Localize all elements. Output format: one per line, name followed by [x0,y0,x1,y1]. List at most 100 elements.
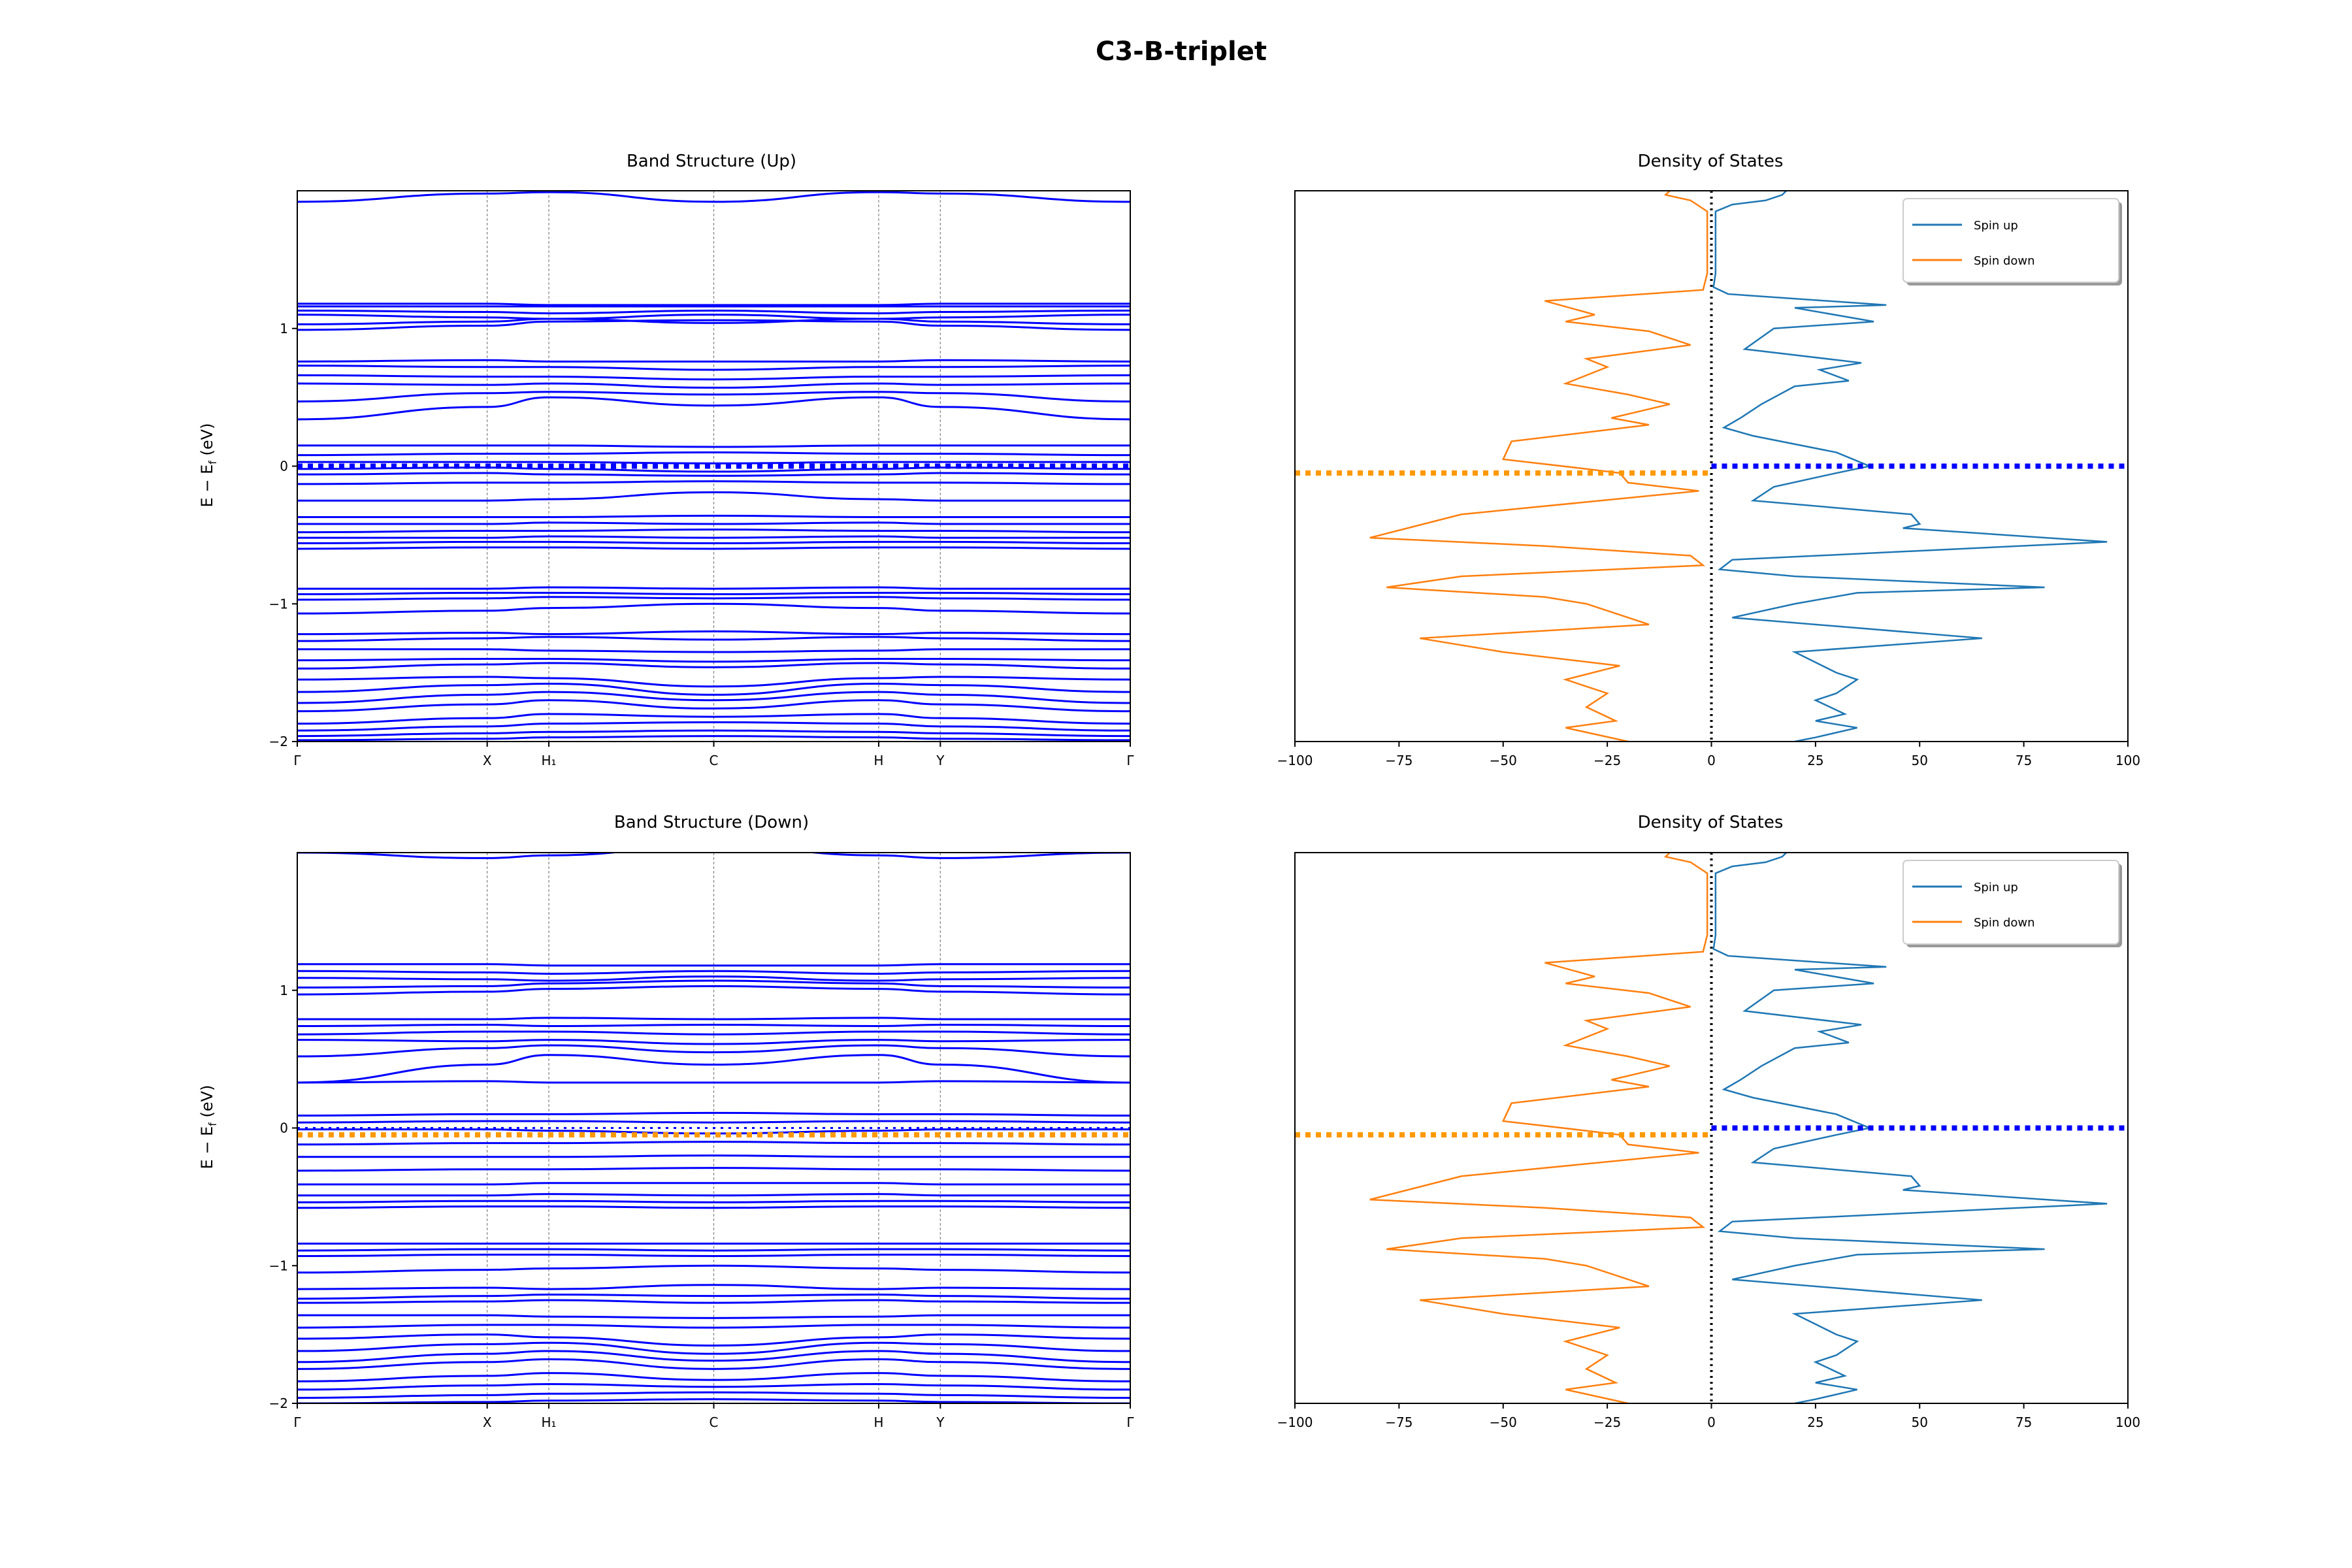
y-tick-label: −2 [269,1396,288,1411]
dos-spin-up-line [1712,191,2108,742]
y-tick-label: 1 [280,983,288,998]
band-structure-down-panel: Band Structure (Down) E − Ef (eV) −2 −1 0 1… [198,813,1134,1430]
band-line [297,540,1130,545]
y-tick-label: −1 [269,596,288,612]
kpoint-label: H [874,753,883,768]
legend: Spin up Spin down [1903,860,2122,947]
band-line [297,1391,1130,1399]
kpoint-label: X [483,1414,492,1430]
band-line [297,1141,1130,1146]
band-line [297,1030,1130,1036]
x-tick-label: 50 [1912,1414,1928,1430]
band-line [297,1111,1130,1117]
band-line [297,521,1130,525]
band-line [297,1284,1130,1290]
band-line [297,444,1130,448]
band-line [297,721,1130,732]
kpoint-label: X [483,753,492,768]
band-line [297,1080,1130,1084]
band-line [297,1264,1130,1274]
band-line [297,1023,1130,1028]
x-tick-label: 50 [1912,753,1928,768]
band-line [297,451,1130,457]
band-line [297,535,1130,539]
band-line [297,1182,1130,1186]
band-line [297,1314,1130,1319]
dos-up-title: Density of States [1638,152,1784,171]
band-line [297,1054,1130,1084]
band-line [297,461,1130,465]
band-line [297,853,1130,859]
band-line [297,319,1130,331]
kpoint-label: Y [936,753,945,768]
band-down-ylabel: E − Ef (eV) [198,1085,219,1169]
band-down-title: Band Structure (Down) [614,813,809,832]
y-tick-label: 0 [280,459,288,474]
x-tick-label: 0 [1707,1414,1716,1430]
band-line [297,318,1130,325]
x-tick-label: −100 [1277,1414,1313,1430]
band-lines [297,853,1130,1403]
band-line [297,1382,1130,1391]
band-line [297,699,1130,713]
x-tick-label: 75 [2016,753,2032,768]
band-line [297,586,1130,590]
band-line [297,1358,1130,1370]
band-line [297,1294,1130,1300]
band-line [297,648,1130,653]
band-line [297,191,1130,203]
band-line [297,662,1130,670]
band-line [297,359,1130,363]
band-line [297,630,1130,636]
band-line [297,963,1130,967]
band-line [297,1120,1130,1124]
band-line [297,602,1130,615]
x-tick-label: 25 [1807,1414,1823,1430]
legend-label: Spin down [1974,254,2035,268]
band-line [297,985,1130,996]
legend-label: Spin up [1974,219,2018,233]
kpoint-label: Γ [1126,753,1134,768]
band-line [297,1167,1130,1172]
band-line [297,1128,1130,1135]
kpoint-label: Γ [293,753,301,768]
kpoint-label: Y [936,1414,945,1430]
band-line [297,975,1130,982]
band-up-ylabel: E − Ef (eV) [198,423,219,508]
band-line [297,1044,1130,1058]
band-line [297,309,1130,315]
band-line [297,636,1130,642]
figure-title: C3-B-triplet [1096,37,1267,67]
dos-spin-up-line [1712,853,2108,1403]
legend-label: Spin up [1974,881,2018,894]
band-line [297,1324,1130,1329]
x-tick-label: 100 [2115,753,2140,768]
x-tick-label: −75 [1385,1414,1413,1430]
band-structure-up-panel: Band Structure (Up) E − Ef (eV) −2 −1 0 1 Γ X… [198,152,1134,768]
band-line [297,1333,1130,1347]
x-tick-label: 0 [1707,753,1716,768]
dos-down-title: Density of States [1638,813,1784,832]
band-line [297,729,1130,738]
legend-box [1903,198,2119,283]
x-tick-label: 25 [1807,753,1823,768]
legend-label: Spin down [1974,916,2035,930]
kpoint-label: C [710,1414,719,1430]
band-line [297,491,1130,502]
band-line [297,1193,1130,1197]
dos-up-panel: Density of States −100 −75 −50 −25 0 25 50 75 10… [1277,152,2141,768]
band-line [297,528,1130,534]
band-line [297,1248,1130,1252]
band-line [297,314,1130,320]
y-tick-label: 0 [280,1120,288,1136]
band-line [297,382,1130,389]
band-line [297,970,1130,975]
x-tick-label: 100 [2115,1414,2140,1430]
band-lines [297,191,1130,742]
band-line [297,596,1130,601]
kpoint-label: H₁ [542,1414,557,1430]
band-line [297,546,1130,550]
band-up-title: Band Structure (Up) [627,152,796,171]
band-line [297,591,1130,595]
